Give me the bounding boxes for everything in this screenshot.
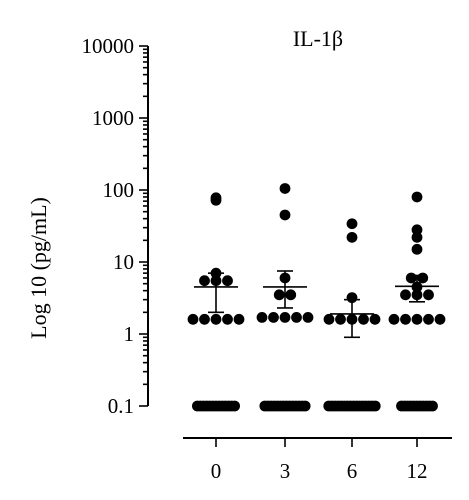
data-point [346, 218, 358, 230]
data-point [273, 289, 285, 301]
x-axis: 0 3 6 12 [183, 437, 452, 483]
data-point [335, 313, 346, 325]
data-point [369, 313, 381, 325]
data-point [417, 272, 429, 284]
data-point [411, 231, 423, 243]
data-point [411, 313, 423, 325]
data-point [346, 231, 358, 243]
x-tick-label: 3 [280, 459, 291, 483]
data-point [285, 289, 297, 301]
data-point [400, 289, 411, 301]
data-point [388, 313, 400, 325]
data-point [427, 400, 438, 412]
y-axis-label: Log 10 (pg/mL) [26, 197, 51, 339]
x-tick-label: 12 [407, 459, 428, 483]
plot-area [187, 183, 446, 412]
data-point [400, 313, 411, 325]
data-point [279, 183, 291, 194]
data-point [279, 209, 291, 221]
data-point [434, 313, 446, 325]
data-point [256, 312, 268, 323]
data-point [268, 312, 279, 323]
data-point [411, 191, 423, 203]
y-axis: 0.1 1 10 100 1000 10000 [82, 34, 149, 418]
data-point [358, 313, 369, 325]
x-tick-label: 6 [347, 459, 358, 483]
data-point [299, 400, 311, 412]
data-point [369, 400, 381, 412]
data-point [222, 313, 233, 325]
data-point [199, 313, 210, 325]
data-point [187, 313, 199, 325]
data-point [423, 289, 434, 301]
data-point [210, 192, 222, 204]
y-tick-label: 0.1 [108, 394, 134, 418]
data-point [423, 313, 434, 325]
data-point [222, 275, 233, 287]
data-point [411, 224, 423, 236]
data-point [405, 272, 417, 284]
y-tick-label: 1000 [92, 106, 134, 130]
data-point [210, 313, 222, 325]
data-point [279, 312, 291, 323]
y-tick-label: 10 [113, 250, 134, 274]
x-tick-label: 0 [211, 459, 222, 483]
data-point [233, 313, 245, 325]
y-tick-label: 10000 [82, 34, 135, 58]
data-point [411, 243, 423, 255]
y-tick-label: 1 [124, 322, 135, 346]
data-point [323, 313, 335, 325]
y-tick-label: 100 [103, 178, 135, 202]
data-point [229, 400, 241, 412]
data-point [291, 312, 302, 323]
chart-title: IL-1β [293, 26, 343, 51]
data-point [199, 275, 210, 287]
data-point [302, 312, 314, 323]
